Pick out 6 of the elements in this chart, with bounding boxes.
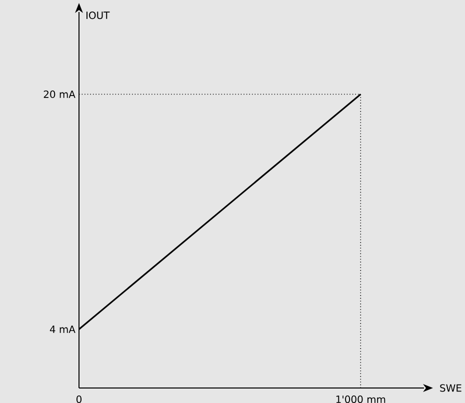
y-tick-label: 20 mA (44, 90, 76, 98)
y-tick-label: 4 mA (50, 326, 76, 333)
x-tick-label: 1'000 mm (336, 395, 386, 403)
x-tick-label: 0 (76, 395, 82, 403)
y-axis-title: IOUT (86, 12, 110, 20)
x-axis-title: SWE (440, 384, 462, 392)
